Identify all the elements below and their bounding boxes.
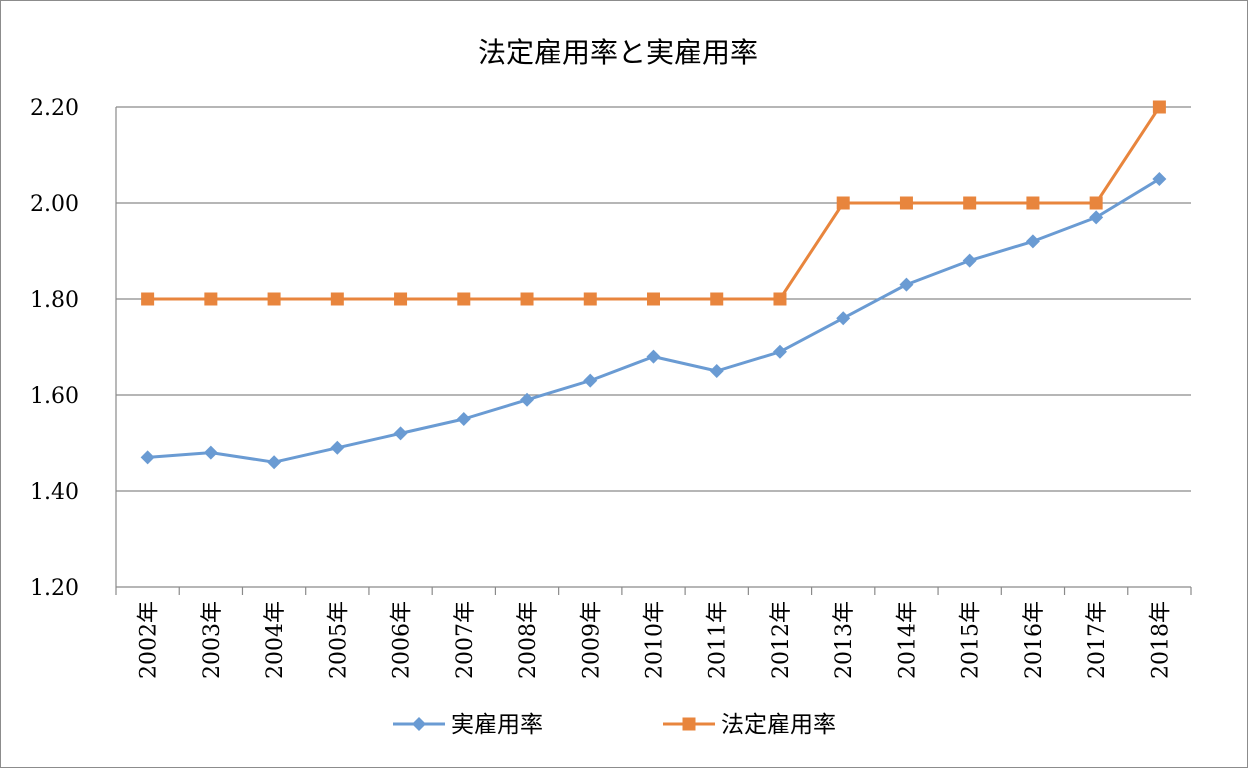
data-point <box>267 292 281 306</box>
y-tick-label: 2.00 <box>30 192 79 217</box>
data-point <box>1152 100 1166 114</box>
x-tick-label: 2011年 <box>706 601 731 679</box>
data-point <box>772 344 787 359</box>
series-line <box>147 177 1161 464</box>
x-tick-label: 2017年 <box>1085 601 1110 679</box>
data-point <box>1026 196 1040 210</box>
data-point <box>393 426 408 441</box>
data-point <box>330 292 344 306</box>
legend: 実雇用率 法定雇用率 <box>393 712 836 738</box>
data-point <box>203 445 218 460</box>
y-tick-label: 1.60 <box>30 384 79 409</box>
data-point <box>963 196 977 210</box>
data-point <box>899 196 913 210</box>
y-tick-label: 2.20 <box>30 96 79 121</box>
data-point <box>412 717 426 731</box>
x-tick-label: 2003年 <box>200 601 225 679</box>
x-tick-label: 2010年 <box>643 601 668 679</box>
data-point <box>583 292 597 306</box>
data-point <box>141 292 155 306</box>
x-tick-label: 2013年 <box>832 601 857 679</box>
x-tick-label: 2006年 <box>390 601 415 679</box>
y-tick-label: 1.20 <box>30 576 79 601</box>
x-tick-label: 2004年 <box>263 601 288 679</box>
data-point <box>682 717 696 731</box>
x-tick-label: 2002年 <box>137 601 162 679</box>
legend-item: 法定雇用率 <box>663 712 836 738</box>
data-point <box>330 440 345 455</box>
x-tick-label: 2015年 <box>959 601 984 679</box>
data-point <box>394 292 408 306</box>
x-tick-label: 2007年 <box>453 601 478 679</box>
legend-item: 実雇用率 <box>393 712 543 738</box>
data-point <box>267 455 282 470</box>
chart-title: 法定雇用率と実雇用率 <box>478 36 758 69</box>
data-point <box>204 292 218 306</box>
data-point <box>836 311 851 326</box>
data-point <box>899 277 914 292</box>
x-tick-label: 2018年 <box>1148 601 1173 679</box>
y-tick-label: 1.40 <box>30 480 79 505</box>
axes: 1.20 1.40 1.60 1.80 2.00 2.20 2002年 2003年 2004年 2… <box>30 96 1192 679</box>
data-point <box>456 412 471 426</box>
data-point <box>962 253 977 268</box>
y-tick-label: 1.80 <box>30 288 79 313</box>
data-point <box>1025 234 1040 249</box>
data-point <box>773 292 787 306</box>
series-group <box>140 100 1167 470</box>
series-legal-rate <box>141 100 1166 306</box>
x-tick-label: 2005年 <box>326 601 351 679</box>
data-point <box>520 292 534 306</box>
data-point <box>457 292 471 306</box>
data-point <box>1152 172 1167 186</box>
legend-label: 法定雇用率 <box>721 712 836 738</box>
x-tick-label: 2016年 <box>1022 601 1047 679</box>
x-tick-label: 2014年 <box>895 601 920 679</box>
data-point <box>1089 210 1104 225</box>
data-point <box>836 196 850 210</box>
data-point <box>140 450 155 465</box>
data-point <box>583 373 598 388</box>
legend-label: 実雇用率 <box>451 712 543 738</box>
x-tick-label: 2008年 <box>516 601 541 679</box>
x-tick-label: 2012年 <box>769 601 794 679</box>
data-point <box>710 292 724 306</box>
series-actual-rate <box>140 172 1167 470</box>
data-point <box>647 292 660 306</box>
data-point <box>709 364 724 378</box>
data-point <box>520 392 535 407</box>
data-point <box>1089 196 1103 210</box>
x-tick-label: 2009年 <box>579 601 604 679</box>
data-point <box>646 349 661 364</box>
